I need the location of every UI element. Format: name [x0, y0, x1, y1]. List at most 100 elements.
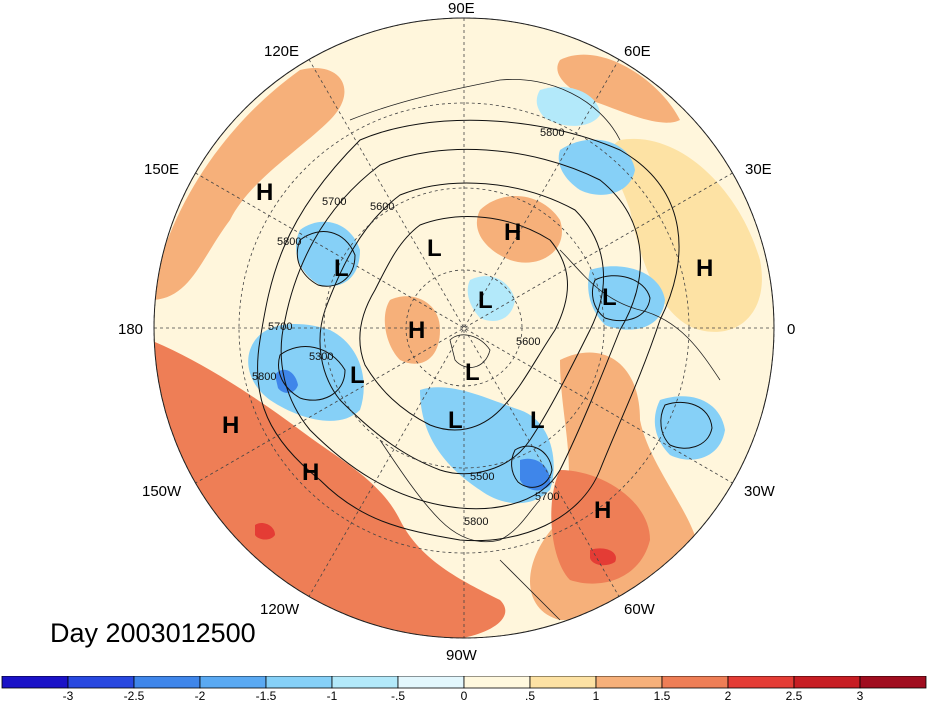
- low-pressure-marker: L: [465, 359, 480, 386]
- contour-5700: [280, 148, 641, 510]
- high-pressure-marker: H: [302, 459, 319, 486]
- contour-label: 5800: [277, 236, 301, 248]
- lon-label-120w: 120W: [260, 601, 300, 618]
- colorbar-swatch: [133, 676, 201, 689]
- colorbar-swatch: [727, 676, 795, 689]
- lon-label-150w: 150W: [142, 483, 182, 500]
- contour-label: 5500: [470, 471, 494, 483]
- colorbar-tick-label: 1: [593, 689, 600, 702]
- contour-low-east-us: [511, 445, 553, 488]
- colorbar-tick-label: -2.5: [124, 689, 145, 702]
- contour-5800: [257, 119, 680, 542]
- colorbar-tick-label: 0: [461, 689, 468, 702]
- colorbar-swatch: [529, 676, 597, 689]
- contour-low-atlantic: [660, 401, 713, 449]
- colorbar-tick-label: -.5: [391, 689, 405, 702]
- coastline-greenland: [449, 334, 491, 368]
- colorbar-swatch: [331, 676, 399, 689]
- colorbar-swatch: [265, 676, 333, 689]
- low-pressure-marker: L: [334, 255, 349, 282]
- lon-label-90w: 90W: [446, 647, 478, 664]
- cold-anomaly-gulf-alaska: [248, 324, 364, 421]
- meridian: [308, 59, 620, 597]
- cold-anomaly-europe: [588, 266, 665, 330]
- lon-label-60e: 60E: [624, 43, 651, 60]
- colorbar-tick-label: -2: [195, 689, 206, 702]
- colorbar-swatch: [595, 676, 663, 689]
- cold-anomaly-pole: [467, 276, 515, 321]
- contour-low-europe: [592, 275, 651, 322]
- high-pressure-marker: H: [408, 317, 425, 344]
- longitude-labels: 90E 120E 60E 150E 30E 180 0 150W 30W 120…: [118, 0, 795, 664]
- lon-label-30e: 30E: [745, 161, 772, 178]
- warm-anomaly-asia: [557, 54, 680, 123]
- colorbar-tick-label: -1: [327, 689, 338, 702]
- contour-low-kamchatka: [296, 231, 356, 287]
- low-pressure-marker: L: [478, 287, 493, 314]
- colorbar-swatches: [1, 676, 927, 689]
- low-pressure-marker: L: [602, 284, 617, 311]
- hot-spot-caribbean: [590, 548, 616, 566]
- high-pressure-marker: H: [256, 179, 273, 206]
- colorbar-tick-label: 2.5: [786, 689, 803, 702]
- lon-label-150e: 150E: [144, 161, 179, 178]
- warm-anomaly-europe: [611, 138, 762, 332]
- lon-label-90e: 90E: [448, 0, 475, 17]
- colorbar-tick-label: 3: [857, 689, 864, 702]
- meridian: [195, 172, 733, 484]
- contour-label: 5700: [322, 196, 346, 208]
- hot-spot-pacific: [255, 523, 275, 540]
- contour-labels: 5800 5700 5600 5800 5700 5300 5800 5600 …: [252, 127, 564, 528]
- coastline-north-america: [379, 439, 541, 543]
- contour-label: 5600: [370, 201, 394, 213]
- map-title: Day 2003012500: [50, 618, 256, 648]
- colorbar-swatch: [463, 676, 531, 689]
- colorbar-swatch: [859, 676, 927, 689]
- contour-label: 5800: [464, 516, 488, 528]
- colorbar-swatch: [793, 676, 861, 689]
- pressure-centers: H H H H H H H L L L L L L L L: [222, 179, 713, 524]
- colorbar-swatch: [1, 676, 69, 689]
- lon-label-180: 180: [118, 321, 143, 338]
- colorbar-ticks: -3 -2.5 -2 -1.5 -1 -.5 0 .5 1 1.5 2 2.5 3: [63, 689, 864, 702]
- hot-anomaly-atlantic: [551, 470, 650, 584]
- colorbar-tick-label: -3: [63, 689, 74, 702]
- colorbar-swatch: [397, 676, 465, 689]
- warm-anomaly-nw: [154, 68, 345, 300]
- colorbar-tick-label: 2: [725, 689, 732, 702]
- coastline-europe: [559, 249, 721, 381]
- lon-label-0: 0: [787, 321, 795, 338]
- lon-label-120e: 120E: [264, 43, 299, 60]
- colorbar: -3 -2.5 -2 -1.5 -1 -.5 0 .5 1 1.5 2 2.5 3: [1, 676, 927, 702]
- cold-anomaly-kamchatka: [296, 221, 360, 287]
- warm-anomaly-arctic: [384, 296, 440, 364]
- cold-anomaly-north-asia: [536, 86, 600, 126]
- lon-label-60w: 60W: [624, 601, 656, 618]
- low-pressure-marker: L: [350, 362, 365, 389]
- cold-core-east-us: [520, 458, 551, 491]
- height-contours: [257, 119, 713, 542]
- map-border: [153, 17, 775, 639]
- coastline-central-america: [499, 559, 561, 621]
- high-pressure-marker: H: [222, 412, 239, 439]
- colorbar-tick-label: .5: [525, 689, 535, 702]
- colorbar-tick-label: 1.5: [654, 689, 671, 702]
- anomaly-field: [154, 18, 774, 638]
- high-pressure-marker: H: [594, 497, 611, 524]
- cold-anomaly-siberia: [558, 139, 635, 195]
- coastline-asia: [349, 78, 621, 141]
- low-pressure-marker: L: [530, 407, 545, 434]
- colorbar-tick-label: -1.5: [256, 689, 277, 702]
- contour-label: 5800: [252, 371, 276, 383]
- high-pressure-marker: H: [504, 219, 521, 246]
- high-pressure-marker: H: [696, 255, 713, 282]
- contour-label: 5700: [535, 491, 559, 503]
- contour-label: 5300: [309, 351, 333, 363]
- contour-5600: [319, 182, 604, 475]
- coastlines: [349, 78, 721, 621]
- contour-label: 5700: [268, 321, 292, 333]
- lon-label-30w: 30W: [744, 483, 776, 500]
- low-pressure-marker: L: [427, 235, 442, 262]
- meridian: [195, 172, 733, 484]
- polar-map: 5800 5700 5600 5800 5700 5300 5800 5600 …: [118, 0, 795, 664]
